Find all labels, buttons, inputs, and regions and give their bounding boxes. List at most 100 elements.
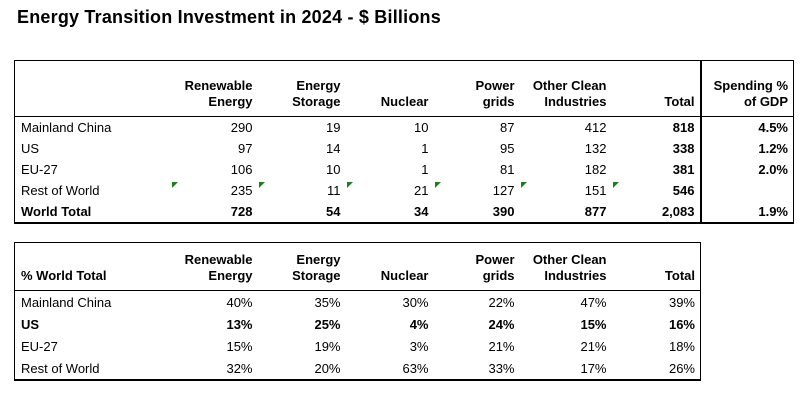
cell-total: 546: [612, 180, 701, 201]
world-share-table: % World Total Renewable Energy Energy St…: [14, 242, 701, 381]
cell: 728: [230, 204, 253, 219]
cell: 15%: [226, 338, 253, 354]
flag-icon: [612, 182, 619, 188]
row-label: Mainland China: [21, 120, 112, 135]
row-label: World Total: [21, 204, 92, 219]
table-header-row: % World Total Renewable Energy Energy St…: [14, 242, 701, 291]
cell: 21%: [580, 338, 607, 354]
cell-total: 2,083: [661, 204, 695, 219]
table-row-eu27: EU-27 15% 19% 3% 21% 21% 18%: [15, 335, 701, 357]
table-row-eu27: EU-27 106 10 1 81 182 381 2.0%: [15, 159, 794, 180]
col-header-renewable-energy: Renewable Energy: [170, 242, 258, 291]
cell-gdp: [699, 180, 794, 201]
cell: 21: [346, 180, 434, 201]
col-header-blank: [14, 60, 171, 117]
cell: 32%: [226, 360, 253, 376]
cell: 151: [520, 180, 612, 201]
cell: 106: [230, 162, 253, 177]
cell: 10: [326, 162, 341, 177]
flag-icon: [520, 182, 527, 188]
row-label: Mainland China: [21, 294, 112, 310]
investment-table-billions: Renewable Energy Energy Storage Nuclear …: [14, 60, 794, 224]
col-header-energy-storage: Energy Storage: [257, 60, 346, 117]
cell: 11: [258, 180, 346, 201]
cell-total: 16%: [668, 316, 695, 332]
cell: 182: [584, 162, 607, 177]
flag-icon: [434, 182, 441, 188]
cell: 20%: [314, 360, 341, 376]
flag-icon: [171, 182, 178, 188]
cell: 13%: [226, 316, 253, 332]
cell: 14: [326, 141, 341, 156]
cell: 15%: [580, 316, 607, 332]
row-label: Rest of World: [21, 183, 100, 198]
cell: 17%: [580, 360, 607, 376]
col-header-power-grids: Power grids: [433, 60, 520, 117]
col-header-spending-pct-gdp: Spending % of GDP: [699, 60, 794, 117]
flag-icon: [258, 182, 265, 188]
cell: 34: [414, 204, 429, 219]
col-header-renewable-energy: Renewable Energy: [170, 60, 258, 117]
cell: 33%: [488, 360, 515, 376]
col-header-nuclear: Nuclear: [345, 60, 434, 117]
cell: 22%: [488, 294, 515, 310]
cell: 1: [421, 141, 429, 156]
col-header-total: Total: [611, 242, 701, 291]
flag-icon: [346, 182, 353, 188]
cell: 95: [500, 141, 515, 156]
row-label: US: [21, 141, 40, 156]
table-row-mainland-china: Mainland China 40% 35% 30% 22% 47% 39%: [15, 291, 701, 314]
cell: 47%: [580, 294, 607, 310]
cell: 24%: [488, 316, 515, 332]
cell-total: 18%: [668, 338, 695, 354]
col-header-pct-world-total: % World Total: [14, 242, 171, 291]
cell: 25%: [314, 316, 341, 332]
col-header-other-clean-industries: Other Clean Industries: [519, 60, 612, 117]
col-header-total: Total: [611, 60, 701, 117]
row-label: Rest of World: [21, 360, 100, 376]
col-header-nuclear: Nuclear: [345, 242, 434, 291]
cell-gdp: 1.9%: [699, 201, 794, 223]
col-header-power-grids: Power grids: [433, 242, 520, 291]
cell: 412: [584, 120, 607, 135]
cell: 35%: [314, 294, 341, 310]
table-header-row: Renewable Energy Energy Storage Nuclear …: [14, 60, 794, 117]
row-label: US: [21, 316, 40, 332]
cell-total: 381: [672, 162, 695, 177]
cell: 10: [414, 120, 429, 135]
cell: 1: [421, 162, 429, 177]
cell-gdp: 1.2%: [699, 138, 794, 159]
row-label: EU-27: [21, 338, 58, 354]
cell: 877: [584, 204, 607, 219]
cell: 132: [584, 141, 607, 156]
cell: 21%: [488, 338, 515, 354]
table-row-mainland-china: Mainland China 290 19 10 87 412 818 4.5%: [15, 116, 794, 138]
cell-total: 818: [672, 120, 695, 135]
cell: 54: [326, 204, 341, 219]
cell: 19%: [314, 338, 341, 354]
cell: 127: [434, 180, 520, 201]
cell: 63%: [402, 360, 429, 376]
cell: 81: [500, 162, 515, 177]
row-label: EU-27: [21, 162, 58, 177]
cell: 235: [171, 180, 258, 201]
table-row-rest-of-world: Rest of World 32% 20% 63% 33% 17% 26%: [15, 357, 701, 380]
cell-gdp: 4.5%: [699, 116, 794, 138]
cell: 4%: [409, 316, 429, 332]
page-title: Energy Transition Investment in 2024 - $…: [17, 7, 441, 27]
cell-gdp: 2.0%: [699, 159, 794, 180]
col-header-other-clean-industries: Other Clean Industries: [519, 242, 612, 291]
cell-total: 39%: [668, 294, 695, 310]
cell: 19: [326, 120, 341, 135]
col-header-energy-storage: Energy Storage: [257, 242, 346, 291]
table-row-us: US 13% 25% 4% 24% 15% 16%: [15, 313, 701, 335]
table-row-us: US 97 14 1 95 132 338 1.2%: [15, 138, 794, 159]
table-row-world-total: World Total 728 54 34 390 877 2,083 1.9%: [15, 201, 794, 223]
cell: 97: [238, 141, 253, 156]
cell: 3%: [409, 338, 429, 354]
cell: 30%: [402, 294, 429, 310]
cell: 40%: [226, 294, 253, 310]
table-row-rest-of-world: Rest of World 235 11 21 127 151 546: [15, 180, 794, 201]
cell: 390: [492, 204, 515, 219]
